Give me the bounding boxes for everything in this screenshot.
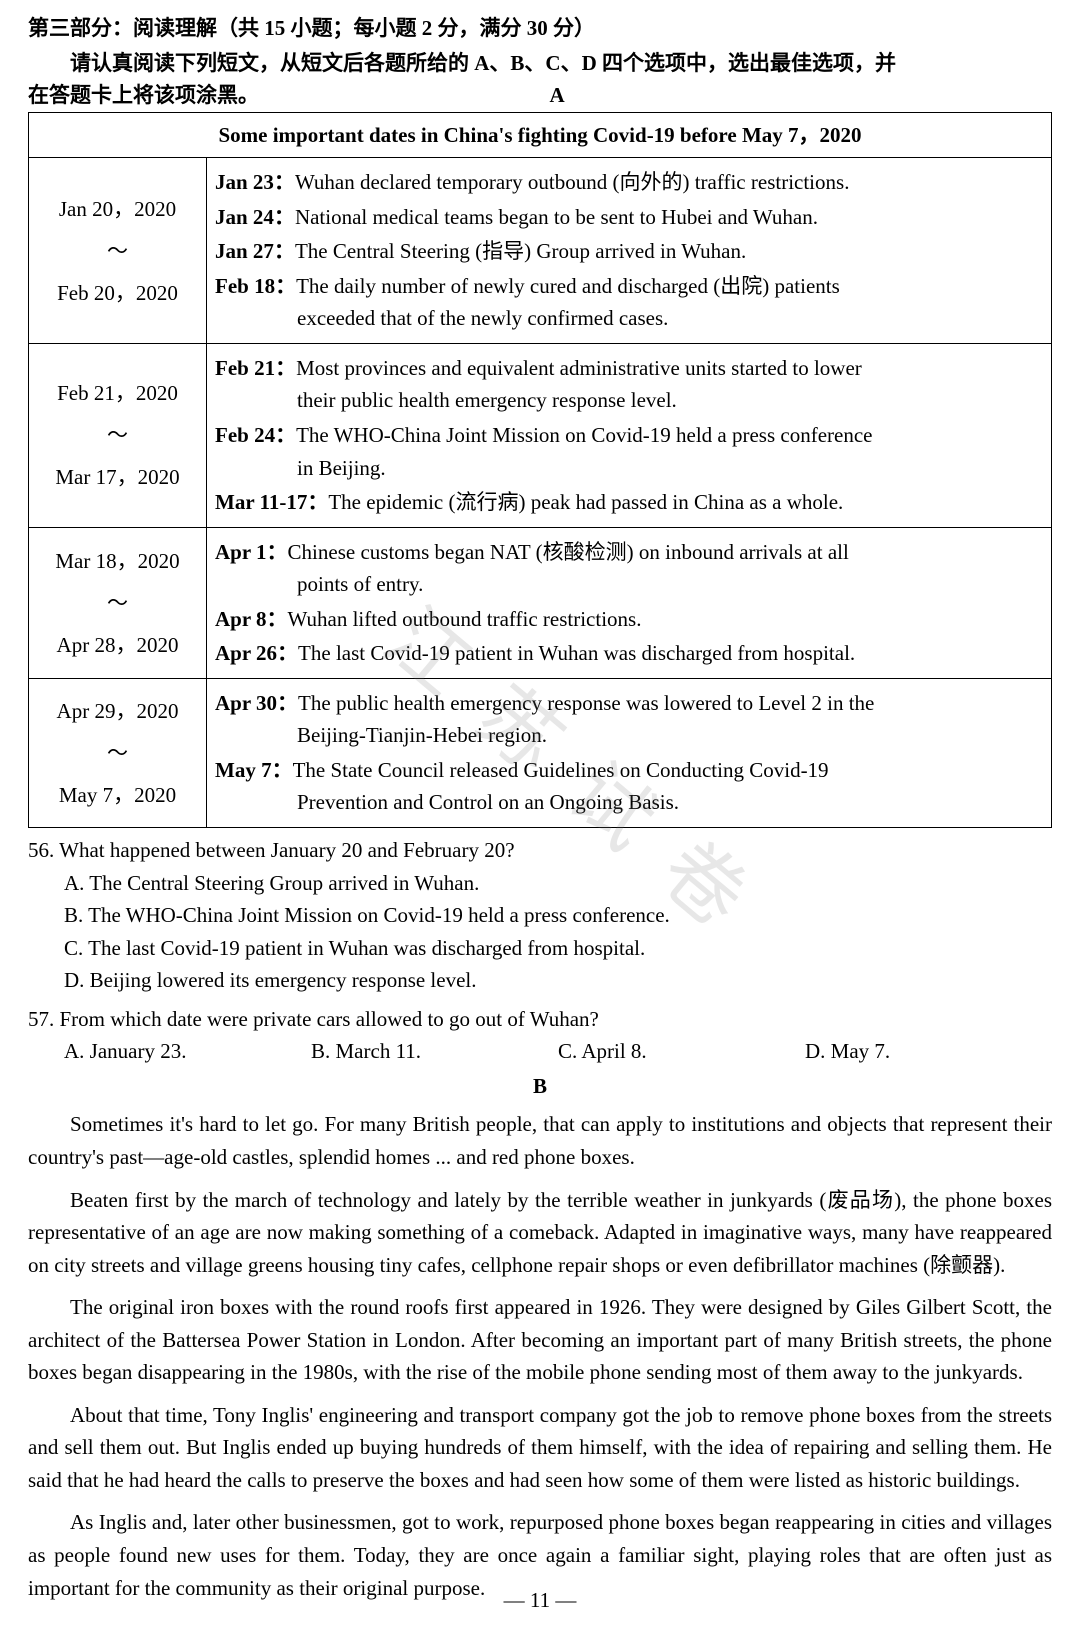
date-tilde: ～	[107, 239, 128, 263]
event-date: Apr 26：	[215, 641, 298, 665]
event-text: The last Covid-19 patient in Wuhan was d…	[298, 641, 855, 665]
q57-option-c: C. April 8.	[558, 1035, 805, 1068]
event-date: Apr 30：	[215, 691, 298, 715]
event-date: Apr 1：	[215, 540, 288, 564]
passage-b-p4: About that time, Tony Inglis' engineerin…	[28, 1399, 1052, 1497]
events-cell: Apr 1：Chinese customs began NAT (核酸检测) o…	[207, 527, 1052, 678]
date-range-cell: Jan 20，2020 ～ Feb 20，2020	[29, 158, 207, 344]
passage-b-p1: Sometimes it's hard to let go. For many …	[28, 1108, 1052, 1173]
event-text-cont: points of entry.	[215, 568, 1043, 601]
q57-option-b: B. March 11.	[311, 1035, 558, 1068]
event-text: National medical teams began to be sent …	[295, 205, 818, 229]
table-title: Some important dates in China's fighting…	[29, 112, 1052, 158]
event-date: Apr 8：	[215, 607, 288, 631]
event-text-cont: Beijing-Tianjin-Hebei region.	[215, 719, 1043, 752]
event-text: The daily number of newly cured and disc…	[296, 274, 840, 298]
date-from: Apr 29，2020	[57, 699, 179, 723]
covid-timeline-table: Some important dates in China's fighting…	[28, 112, 1052, 828]
event-text: The public health emergency response was…	[298, 691, 874, 715]
date-to: Apr 28，2020	[57, 633, 179, 657]
passage-b-label: B	[28, 1070, 1052, 1103]
event-text: Most provinces and equivalent administra…	[296, 356, 862, 380]
date-from: Mar 18，2020	[55, 549, 179, 573]
date-to: May 7，2020	[59, 783, 176, 807]
event-text: Chinese customs began NAT (核酸检测) on inbo…	[288, 540, 849, 564]
event-date: Feb 21：	[215, 356, 296, 380]
date-from: Feb 21，2020	[57, 381, 178, 405]
event-date: Feb 18：	[215, 274, 296, 298]
event-text-cont: in Beijing.	[215, 452, 1043, 485]
event-text: Wuhan declared temporary outbound (向外的) …	[295, 170, 850, 194]
date-range-cell: Mar 18，2020 ～ Apr 28，2020	[29, 527, 207, 678]
event-text: The State Council released Guidelines on…	[293, 758, 829, 782]
date-from: Jan 20，2020	[59, 197, 176, 221]
q56-option-d: D. Beijing lowered its emergency respons…	[28, 964, 1052, 997]
passage-a-label: A	[550, 83, 565, 107]
q56-option-a: A. The Central Steering Group arrived in…	[28, 867, 1052, 900]
event-date: May 7：	[215, 758, 293, 782]
table-row: Apr 29，2020 ～ May 7，2020 Apr 30：The publ…	[29, 678, 1052, 827]
event-text-cont: Prevention and Control on an Ongoing Bas…	[215, 786, 1043, 819]
section-title: 第三部分：阅读理解（共 15 小题；每小题 2 分，满分 30 分）	[28, 12, 1052, 45]
page-number: — 11 —	[0, 1584, 1080, 1617]
passage-b-body: Sometimes it's hard to let go. For many …	[28, 1108, 1052, 1604]
date-tilde: ～	[107, 591, 128, 615]
date-range-cell: Apr 29，2020 ～ May 7，2020	[29, 678, 207, 827]
date-tilde: ～	[107, 423, 128, 447]
passage-b-p2: Beaten first by the march of technology …	[28, 1184, 1052, 1282]
events-cell: Jan 23：Wuhan declared temporary outbound…	[207, 158, 1052, 344]
question-56: 56. What happened between January 20 and…	[28, 834, 1052, 997]
event-date: Feb 24：	[215, 423, 296, 447]
date-tilde: ～	[107, 741, 128, 765]
passage-b-p3: The original iron boxes with the round r…	[28, 1291, 1052, 1389]
event-text: The epidemic (流行病) peak had passed in Ch…	[328, 490, 843, 514]
table-row: Jan 20，2020 ～ Feb 20，2020 Jan 23：Wuhan d…	[29, 158, 1052, 344]
q57-option-d: D. May 7.	[805, 1035, 1052, 1068]
event-text: Wuhan lifted outbound traffic restrictio…	[288, 607, 642, 631]
event-text-cont: their public health emergency response l…	[215, 384, 1043, 417]
events-cell: Apr 30：The public health emergency respo…	[207, 678, 1052, 827]
table-row: Mar 18，2020 ～ Apr 28，2020 Apr 1：Chinese …	[29, 527, 1052, 678]
event-date: Mar 11-17：	[215, 490, 328, 514]
question-57: 57. From which date were private cars al…	[28, 1003, 1052, 1068]
event-text: The Central Steering (指导) Group arrived …	[295, 239, 746, 263]
instructions-line2: 在答题卡上将该项涂黑。	[28, 83, 259, 107]
events-cell: Feb 21：Most provinces and equivalent adm…	[207, 343, 1052, 527]
event-text: The WHO-China Joint Mission on Covid-19 …	[296, 423, 872, 447]
q56-stem: 56. What happened between January 20 and…	[28, 834, 1052, 867]
q56-option-b: B. The WHO-China Joint Mission on Covid-…	[28, 899, 1052, 932]
date-to: Feb 20，2020	[57, 281, 178, 305]
event-date: Jan 27：	[215, 239, 295, 263]
event-text-cont: exceeded that of the newly confirmed cas…	[215, 302, 1043, 335]
q57-stem: 57. From which date were private cars al…	[28, 1003, 1052, 1036]
event-date: Jan 24：	[215, 205, 295, 229]
q56-option-c: C. The last Covid-19 patient in Wuhan wa…	[28, 932, 1052, 965]
instructions: 请认真阅读下列短文，从短文后各题所给的 A、B、C、D 四个选项中，选出最佳选项…	[28, 47, 1052, 112]
date-to: Mar 17，2020	[55, 465, 179, 489]
event-date: Jan 23：	[215, 170, 295, 194]
table-row: Feb 21，2020 ～ Mar 17，2020 Feb 21：Most pr…	[29, 343, 1052, 527]
q57-option-a: A. January 23.	[64, 1035, 311, 1068]
instructions-line1: 请认真阅读下列短文，从短文后各题所给的 A、B、C、D 四个选项中，选出最佳选项…	[70, 51, 896, 75]
date-range-cell: Feb 21，2020 ～ Mar 17，2020	[29, 343, 207, 527]
